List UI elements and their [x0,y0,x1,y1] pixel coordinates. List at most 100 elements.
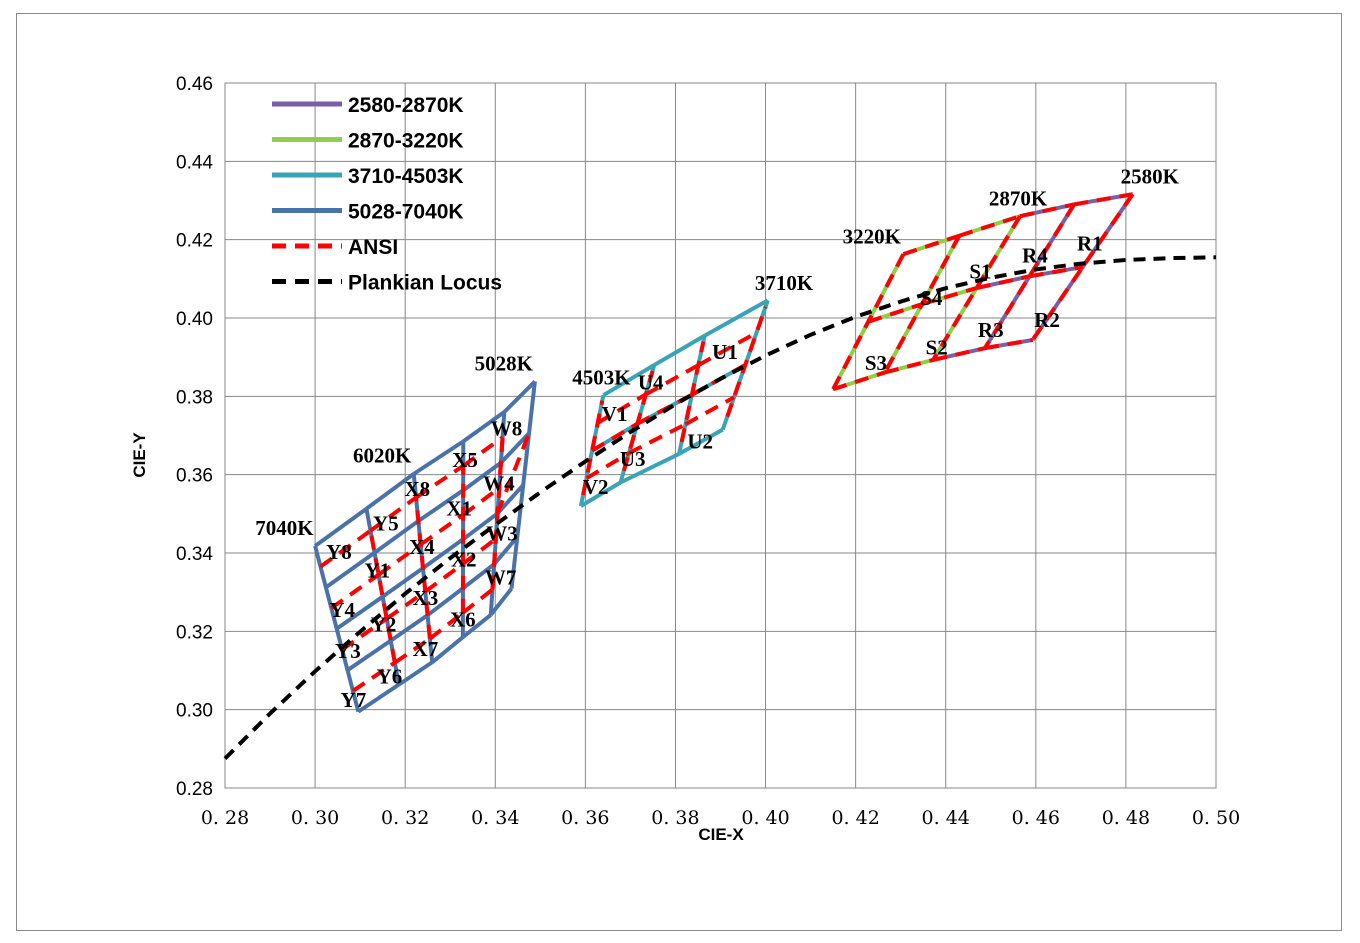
bin-label: Y8 [326,540,352,564]
ansi-row [424,562,465,594]
bin-row-5028-7040 [461,461,503,492]
bin-label: W3 [486,521,518,545]
ansi-column [1031,193,1135,342]
cct-label: 5028K [475,352,534,376]
ansi-row [984,337,1034,351]
x-tick-label: 0. 34 [471,807,519,829]
ansi-edge [490,437,505,590]
ansi-row [585,451,630,481]
bin-label: X3 [413,586,439,610]
bin-row-5028-7040 [381,566,425,599]
bin-label: Y6 [377,664,403,688]
y-tick-label: 0.44 [176,152,213,173]
cct-label: 3710K [755,271,814,295]
bin-boundary-5028-7040 [397,660,434,687]
legend-label: 2870-3220K [348,130,464,153]
bin-label: R1 [1077,232,1103,256]
ansi-row [1019,202,1075,219]
bin-label: S2 [926,335,948,359]
bin-label: S4 [920,286,943,310]
bin-label: U1 [712,340,738,364]
x-tick-label: 0. 44 [922,807,970,829]
bin-boundary-3710-4503 [678,427,724,456]
ansi-row [414,464,465,500]
ansi-row [884,357,934,375]
grid [224,82,1217,789]
ansi-row [902,233,960,257]
x-tick-label: 0. 46 [1012,807,1060,829]
bin-boundary-5028-7040 [357,682,400,714]
bin-boundary-3710-4503 [579,480,622,508]
legend-label: ANSI [348,236,398,259]
y-tick-label: 0.40 [176,309,213,330]
ansi-row [1029,265,1084,279]
ansi-column [931,215,1022,361]
x-tick-label: 0. 48 [1102,807,1150,829]
x-tick-label: 0. 50 [1192,807,1240,829]
ansi-row [340,617,388,652]
ansi-column [581,400,605,496]
bin-label: S1 [969,259,991,283]
y-tick-label: 0.36 [176,466,213,487]
bin-row-5028-7040 [335,595,384,631]
bin-boundary-5028-7040 [430,635,465,664]
bin-row-5028-7040 [324,551,376,589]
ansi-row [591,422,639,453]
x-tick-label: 0. 38 [651,807,699,829]
bin-label: X1 [446,497,472,521]
bin-row-5028-7040 [389,613,429,643]
y-tick-label: 0.42 [176,231,213,252]
planckian-locus-line [223,255,1217,761]
bin-label: U3 [620,447,646,471]
chart-frame [16,13,1342,931]
bin-label: X8 [405,477,431,501]
y-tick-label: 0.38 [176,387,213,408]
bin-label: W4 [483,471,515,495]
bin-boundary-5028-7040 [462,410,506,444]
ansi-column [679,341,706,443]
cct-label: 2870K [989,186,1048,210]
x-tick-label: 0. 28 [201,807,249,829]
x-tick-label: 0. 36 [561,807,609,829]
x-tick-label: 0. 42 [831,807,879,829]
bin-row-5028-7040 [461,511,499,541]
legend-label: 3710-4503K [348,165,464,188]
ansi-row [921,286,978,307]
ansi-column [414,497,432,639]
bin-label: U2 [687,429,713,453]
ansi-row [461,537,498,566]
bin-row-5028-7040 [492,535,519,566]
ansi-row [461,486,501,517]
tick-labels: 0. 28 0. 30 0. 32 0. 34 0. 36 0. 38 0. 40 0. 42… [176,74,1240,829]
cct-label: 3220K [843,224,902,248]
bin-row-5028-7040 [373,519,420,555]
bin-label: Y1 [364,559,390,583]
x-tick-label: 0. 30 [291,807,339,829]
bin-label: Y4 [329,598,355,622]
bin-row-5028-7040 [499,431,531,465]
ansi-row [596,392,647,425]
bin-label: X6 [450,608,476,632]
ansi-row [832,370,886,392]
bin-label: X4 [409,535,435,559]
bin-row-5028-7040 [426,586,465,617]
bin-row-5028-7040 [496,483,525,515]
y-axis-title: CIE-Y [130,432,149,478]
ansi-row [462,435,504,468]
ansi-row [932,346,986,362]
isotherm-5028-7040 [313,545,361,713]
cct-label: 7040K [255,516,314,540]
ansi-edge [495,432,531,515]
bin-boundary-3710-4503 [703,298,769,338]
y-tick-label: 0.34 [176,544,213,565]
bin-boundary-3710-4503 [619,452,680,485]
cct-label: 2580K [1121,164,1180,188]
bin-label: R2 [1034,308,1060,332]
bin-label: Y5 [373,512,399,536]
ansi-row [393,637,432,665]
y-tick-label: 0.30 [176,701,213,722]
bin-label: Y3 [335,639,361,663]
bin-label: U4 [638,371,664,395]
ansi-row [867,302,923,324]
